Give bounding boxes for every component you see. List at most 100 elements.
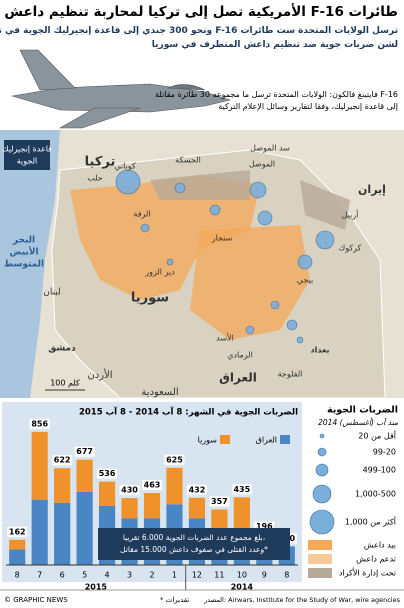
map-label: الرقة (133, 210, 150, 219)
map-label: كوباني (114, 162, 136, 171)
x-tick-label: 8 (15, 571, 20, 580)
year-label: 2014 (231, 583, 254, 592)
map-label: بيجي (297, 276, 313, 285)
legend-area-label: بيد داعش (364, 541, 396, 550)
map-label: تركيا (85, 155, 116, 170)
total-label-bg (52, 455, 73, 466)
annotation: بلغ مجموع عدد الضربات الجوية 6.000 تقريب… (123, 533, 265, 542)
legend-area-swatch (308, 568, 332, 578)
legend-size-label: 499-100 (363, 466, 396, 475)
footnote: * تقديرات (160, 596, 189, 604)
total-label: 357 (211, 497, 228, 506)
scale-label: 100 كلم (50, 379, 80, 388)
total-label-bg (231, 484, 252, 495)
total-label-bg (97, 468, 118, 479)
total-label-bg (74, 446, 95, 457)
legend-circle (309, 509, 335, 535)
legend-area-label: تحت إدارة الأكراد (339, 568, 396, 579)
map-label: البحر (12, 236, 35, 246)
legend-circle (312, 484, 332, 504)
bar-segment (98, 481, 116, 506)
bar-segment (9, 549, 26, 565)
x-tick-label: 10 (237, 571, 247, 580)
note: F-16 فايتينغ فالكون: الولايات المتحدة تر… (155, 90, 398, 99)
map-label: إيران (358, 183, 386, 196)
legend-size-label: أقل من 20 (358, 431, 396, 441)
map-label: أربيل (342, 210, 359, 220)
annotation-box (98, 528, 290, 560)
bar-segment (143, 492, 161, 519)
x-tick-label: 6 (60, 571, 65, 580)
title: طائرات F-16 الأمريكية تصل إلى تركيا لمحا… (4, 4, 398, 20)
total-label: 196 (256, 522, 273, 531)
x-tick-label: 11 (214, 571, 224, 580)
x-tick-label: 1 (172, 571, 177, 580)
map-label: دمشق (48, 344, 76, 354)
legend-swatch (220, 435, 230, 444)
bar-segment (211, 509, 228, 534)
total-label-bg (142, 479, 162, 490)
total-label: 463 (144, 480, 161, 489)
map-label: سد الموصل (250, 144, 290, 153)
legend-area-swatch (308, 554, 332, 564)
map-label: السعودية (141, 387, 178, 398)
base-label: قاعدة إنجيرليك (2, 145, 52, 155)
total-label: 162 (9, 527, 26, 536)
map-label: حلب (87, 174, 103, 183)
bar-segment (31, 431, 48, 500)
bar-segment (166, 467, 183, 505)
map-label: دير الزور (144, 268, 175, 277)
legend-size-label: 1,000-500 (355, 490, 396, 499)
map-label: الأسد (216, 333, 234, 343)
legend-size-label: 99-20 (373, 448, 396, 457)
legend-label: العراق (256, 436, 277, 445)
total-label: 677 (76, 447, 93, 456)
total-label: 622 (54, 456, 71, 465)
total-label-bg (7, 526, 28, 537)
total-label-bg (186, 484, 207, 495)
legend-swatch (280, 435, 290, 444)
map-legend: الضربات الجوية منذ آب (أغسطس) 2014 أقل م… (308, 405, 398, 579)
total-label: 536 (99, 469, 116, 478)
x-tick-label: 8 (284, 571, 289, 580)
legend-area-swatch (308, 540, 332, 550)
total-label-bg (164, 454, 185, 465)
chart-title: الضربات الجوية في الشهر: 8 آب 2014 - 8 آ… (79, 406, 298, 418)
total-label-bg (29, 418, 50, 429)
base-box (4, 140, 50, 170)
x-tick-label: 9 (262, 571, 267, 580)
map-label: بغداد (311, 346, 330, 355)
total-label-bg (209, 496, 230, 507)
jet-illustration (11, 49, 232, 129)
map-label: الأردن (87, 368, 112, 381)
subtitle: ترسل الولايات المتحدة ست طائرات F-16 ونح… (0, 26, 398, 36)
map: تركيا حلب كوباني الحسكة سد الموصل الموصل… (0, 130, 404, 399)
map-label: الفلوجة (278, 370, 303, 379)
total-label: 435 (233, 485, 250, 494)
map-label: لبنان (43, 288, 61, 298)
x-tick-label: 7 (37, 571, 42, 580)
bar-segment (188, 497, 206, 519)
bar-segment (121, 498, 138, 519)
x-tick-label: 12 (192, 571, 202, 580)
legend-title: الضربات الجوية (327, 405, 398, 416)
bar-segment (233, 497, 250, 536)
legend-circle (315, 463, 329, 477)
subtitle: لشن ضربات جوية ضد تنظيم داعش المتطرف في … (151, 40, 398, 50)
legend-area-label: تدعم داعش (356, 555, 396, 564)
x-tick-label: 3 (127, 571, 132, 580)
bar-segment (76, 459, 93, 492)
total-label-bg (254, 521, 275, 532)
credit: © GRAPHIC NEWS (4, 596, 68, 604)
bar-segment (9, 539, 26, 550)
legend-label: سوريا (198, 436, 218, 445)
total-label: 432 (189, 485, 206, 494)
total-label-bg (119, 485, 140, 496)
map-label: كركوك (339, 244, 362, 253)
x-tick-label: 4 (105, 571, 110, 580)
total-label: 625 (166, 455, 183, 464)
source: المصدر: Airwars, Institute for the Study… (203, 596, 400, 604)
base-label: الجوية (17, 157, 37, 166)
